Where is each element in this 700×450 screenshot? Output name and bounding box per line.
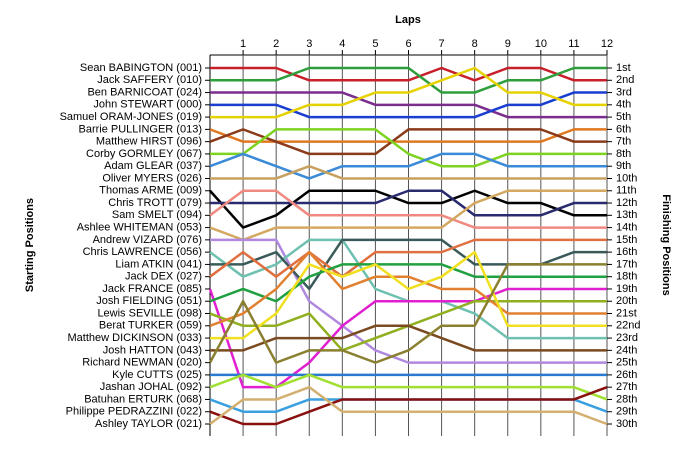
finishing-label: 23rd bbox=[616, 332, 638, 344]
driver-line bbox=[209, 373, 608, 401]
starting-label: Kyle CUTTS (025) bbox=[112, 369, 202, 381]
finishing-label: 14th bbox=[616, 221, 637, 233]
finishing-label: 17th bbox=[616, 258, 637, 270]
starting-label: Ben BARNICOAT (024) bbox=[87, 86, 202, 98]
finishing-label: 10th bbox=[616, 172, 637, 184]
x-tick-label: 10 bbox=[535, 38, 547, 50]
finishing-label: 11th bbox=[616, 185, 637, 197]
x-tick-label: 7 bbox=[439, 38, 445, 50]
finishing-label: 13th bbox=[616, 209, 637, 221]
starting-label: Batuhan ERTURK (068) bbox=[84, 393, 202, 405]
starting-label: Adam GLEAR (037) bbox=[104, 160, 202, 172]
starting-label: Jack SAFFERY (010) bbox=[97, 74, 202, 86]
finishing-label: 24th bbox=[616, 344, 637, 356]
starting-label: Ashley TAYLOR (021) bbox=[95, 418, 202, 430]
starting-label: John STEWART (000) bbox=[93, 99, 202, 111]
y2-axis-title: Finishing Positions bbox=[660, 194, 672, 295]
starting-label: Chris TROTT (079) bbox=[108, 197, 202, 209]
finishing-label: 8th bbox=[616, 148, 631, 160]
starting-label: Thomas ARME (009) bbox=[99, 185, 202, 197]
finishing-label: 7th bbox=[616, 136, 631, 148]
finishing-label: 16th bbox=[616, 246, 637, 258]
finishing-label: 29th bbox=[616, 406, 637, 418]
driver-line bbox=[209, 385, 608, 426]
starting-label: Jack FRANCE (085) bbox=[102, 283, 202, 295]
starting-label: Ashlee WHITEMAN (053) bbox=[77, 221, 202, 233]
finishing-label: 26th bbox=[616, 369, 637, 381]
finishing-label: 4th bbox=[616, 99, 631, 111]
driver-line bbox=[210, 324, 607, 352]
driver-line bbox=[210, 66, 607, 94]
finishing-label: 2nd bbox=[616, 74, 634, 86]
finishing-label: 22nd bbox=[616, 320, 640, 332]
driver-line bbox=[210, 91, 607, 119]
x-tick-label: 6 bbox=[405, 38, 411, 50]
driver-line bbox=[209, 189, 607, 229]
finishing-label: 1st bbox=[616, 62, 631, 74]
x-tick-label: 12 bbox=[601, 38, 613, 50]
starting-label: Richard NEWMAN (020) bbox=[82, 357, 202, 369]
driver-line bbox=[209, 189, 607, 242]
driver-line bbox=[210, 238, 607, 364]
starting-label: Berat TURKER (059) bbox=[99, 320, 202, 332]
driver-line bbox=[210, 250, 607, 340]
x-tick-label: 3 bbox=[306, 38, 312, 50]
driver-line bbox=[210, 128, 607, 168]
y-axis-title: Starting Positions bbox=[24, 198, 36, 292]
driver-line bbox=[210, 189, 607, 217]
driver-line bbox=[209, 250, 607, 327]
driver-line bbox=[209, 152, 607, 180]
starting-label: Philippe PEDRAZZINI (022) bbox=[66, 406, 202, 418]
driver-line bbox=[209, 238, 607, 278]
finishing-label: 5th bbox=[616, 111, 631, 123]
driver-line bbox=[209, 386, 608, 426]
finishing-label: 27th bbox=[616, 381, 637, 393]
driver-line bbox=[209, 263, 607, 303]
x-tick-label: 9 bbox=[505, 38, 511, 50]
starting-label: Matthew HIRST (096) bbox=[96, 136, 202, 148]
starting-label: Josh FIELDING (051) bbox=[96, 295, 202, 307]
finishing-label: 19th bbox=[616, 283, 637, 295]
finishing-label: 12th bbox=[616, 197, 637, 209]
finishing-label: 20th bbox=[616, 295, 637, 307]
driver-line bbox=[210, 91, 607, 119]
x-axis-title: Laps bbox=[395, 14, 421, 26]
x-tick-label: 2 bbox=[273, 38, 279, 50]
starting-label: Andrew VIZARD (076) bbox=[93, 234, 202, 246]
starting-label: Lewis SEVILLE (098) bbox=[97, 307, 202, 319]
driver-line bbox=[209, 189, 607, 229]
finishing-label: 28th bbox=[616, 393, 637, 405]
starting-label: Sam SMELT (094) bbox=[112, 209, 202, 221]
finishing-label: 6th bbox=[616, 123, 631, 135]
starting-label: Josh HATTON (043) bbox=[103, 344, 202, 356]
driver-line bbox=[210, 66, 607, 82]
finishing-label: 21st bbox=[616, 307, 637, 319]
finishing-label: 3rd bbox=[616, 86, 632, 98]
starting-label: Samuel ORAM-JONES (019) bbox=[60, 111, 202, 123]
x-tick-label: 5 bbox=[372, 38, 378, 50]
x-tick-label: 11 bbox=[568, 38, 579, 50]
finishing-label: 25th bbox=[616, 357, 637, 369]
starting-label: Oliver MYERS (026) bbox=[102, 172, 202, 184]
starting-label: Barrie PULLINGER (013) bbox=[79, 123, 203, 135]
starting-label: Sean BABINGTON (001) bbox=[80, 62, 202, 74]
starting-label: Corby GORMLEY (067) bbox=[86, 148, 202, 160]
starting-label: Jashan JOHAL (092) bbox=[100, 381, 202, 393]
driver-line bbox=[208, 263, 607, 364]
x-tick-label: 1 bbox=[240, 38, 246, 50]
driver-line bbox=[209, 128, 607, 156]
driver-line bbox=[210, 164, 607, 180]
finishing-label: 18th bbox=[616, 271, 637, 283]
x-tick-label: 4 bbox=[339, 38, 345, 50]
starting-label: Chris LAWRENCE (056) bbox=[83, 246, 202, 258]
starting-label: Jack DEX (027) bbox=[125, 271, 202, 283]
starting-label: Liam ATKIN (041) bbox=[115, 258, 202, 270]
starting-label: Matthew DICKINSON (033) bbox=[68, 332, 202, 344]
finishing-label: 9th bbox=[616, 160, 631, 172]
finishing-label: 30th bbox=[616, 418, 637, 430]
x-tick-label: 8 bbox=[472, 38, 478, 50]
finishing-label: 15th bbox=[616, 234, 637, 246]
driver-line bbox=[210, 66, 607, 119]
